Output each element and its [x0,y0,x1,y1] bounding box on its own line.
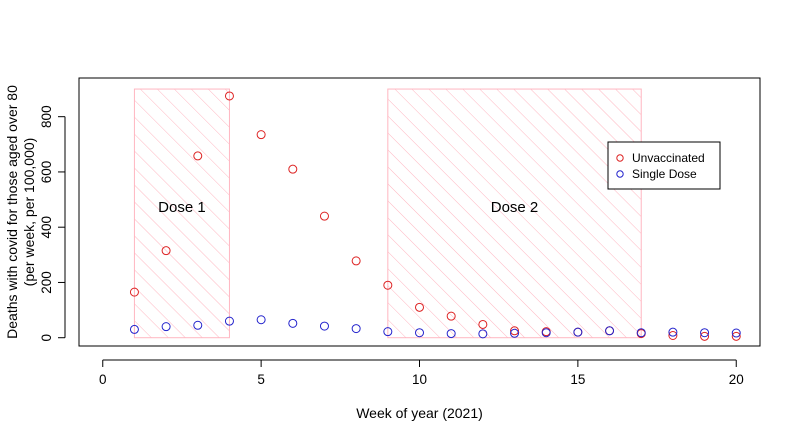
x-tick-label: 5 [257,372,265,387]
plot-border [78,77,761,347]
single-dose-point [573,327,583,337]
unvaccinated-point [383,280,393,290]
single-dose-point [605,326,615,336]
single-dose-point [668,327,678,337]
single-dose-point [700,328,710,338]
legend-box [607,141,721,190]
unvaccinated-point [700,331,710,341]
single-dose-point [193,320,203,330]
single-dose-point [731,328,741,338]
unvaccinated-point [193,151,203,161]
single-dose-point [129,324,139,334]
unvaccinated-point [224,91,234,101]
single-dose-point [288,318,298,328]
y-axis-label-line1: Deaths with covid for those aged over 80 [4,85,20,339]
dose-region-2 [387,88,642,339]
y-tick-label: 0 [39,334,54,342]
dose-region-label-1: Dose 1 [158,199,206,216]
single-dose-point [478,329,488,339]
single-dose-point [415,328,424,338]
unvaccinated-point [319,211,329,221]
dose-regions: Dose 1 Dose 2 [133,88,642,339]
y-tick-label: 800 [39,105,54,128]
legend-label: Unvaccinated [632,151,705,165]
x-tick-label: 15 [570,372,585,387]
y-tick-label: 400 [39,216,54,239]
dose-region-1 [133,88,230,339]
single-dose-point [161,322,171,332]
y-tick-label: 600 [39,161,54,184]
single-dose-point [319,321,329,331]
data-points [129,91,741,341]
dose-region-label-2: Dose 2 [491,199,539,216]
unvaccinated-point [446,311,456,321]
unvaccinated-point [256,130,266,140]
y-axis-label-line2: (per week, per 100,000) [21,138,37,287]
legend-label: Single Dose [632,167,697,181]
unvaccinated-point [668,331,678,341]
unvaccinated-point [510,326,520,336]
legend-marker [616,154,624,162]
single-dose-point [510,328,520,338]
single-dose-point [256,315,266,325]
single-dose-point [541,328,551,338]
x-axis-label: Week of year (2021) [356,405,483,421]
unvaccinated-point [351,256,361,266]
single-dose-point [636,328,646,338]
single-dose-point [351,324,361,334]
unvaccinated-point [478,319,488,329]
single-dose-point [446,329,456,339]
unvaccinated-point [731,331,741,341]
unvaccinated-point [415,302,424,312]
unvaccinated-point [288,164,298,174]
y-tick-label: 200 [39,271,54,294]
unvaccinated-point [161,246,171,256]
legend: Unvaccinated Single Dose [607,141,721,190]
legend-marker [616,170,624,178]
x-tick-label: 20 [729,372,744,387]
x-tick-label: 10 [412,372,427,387]
x-tick-label: 0 [99,372,107,387]
single-dose-point [224,316,234,326]
single-dose-point [383,327,393,337]
unvaccinated-point [129,287,139,297]
